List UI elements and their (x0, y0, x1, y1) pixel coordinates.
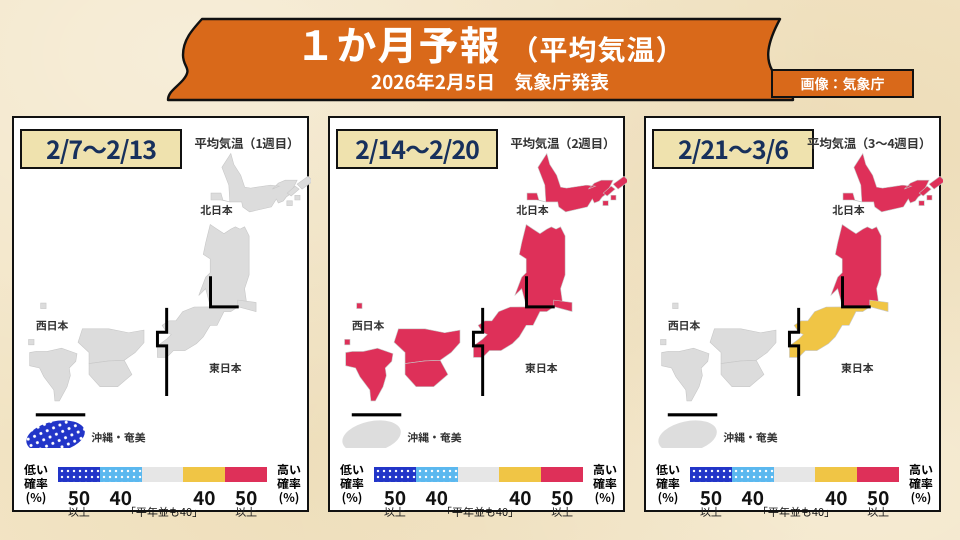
svg-text:東日本: 東日本 (525, 360, 558, 376)
svg-text:西日本: 西日本 (668, 318, 701, 334)
svg-text:東日本: 東日本 (209, 360, 242, 376)
svg-text:西日本: 西日本 (36, 318, 69, 334)
svg-text:北日本: 北日本 (516, 202, 549, 218)
svg-text:西日本: 西日本 (352, 318, 385, 334)
svg-text:北日本: 北日本 (832, 202, 865, 218)
svg-text:東日本: 東日本 (841, 360, 874, 376)
svg-text:北日本: 北日本 (200, 202, 233, 218)
svg-text:沖縄・奄美: 沖縄・奄美 (91, 430, 145, 446)
svg-text:沖縄・奄美: 沖縄・奄美 (407, 430, 461, 446)
svg-text:沖縄・奄美: 沖縄・奄美 (723, 430, 778, 446)
